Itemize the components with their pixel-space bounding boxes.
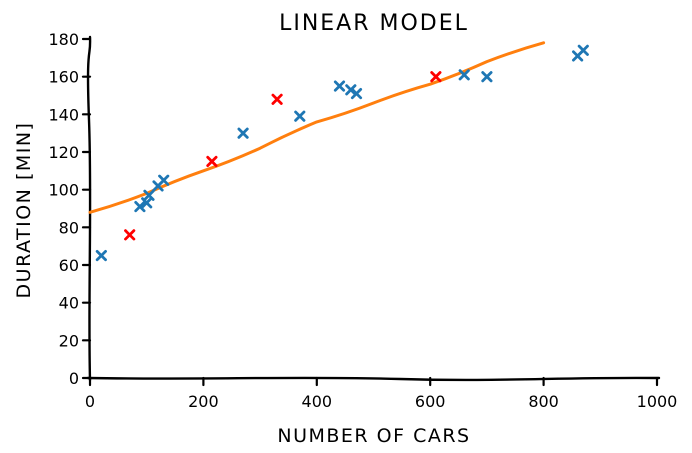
x-axis-title: NUMBER OF CARS xyxy=(277,425,470,447)
data-point xyxy=(430,71,442,83)
axes: 0 20 40 60 80 100 120 140 160 180 0 200 400 600 800 100… xyxy=(48,30,677,411)
y-tick-label: 20 xyxy=(59,331,79,350)
data-point xyxy=(333,80,346,92)
x-tick-label: 1000 xyxy=(637,392,678,411)
x-tick-label: 800 xyxy=(528,392,559,411)
y-tick-label: 120 xyxy=(48,143,79,162)
x-tick-label: 400 xyxy=(302,392,333,411)
data-point xyxy=(577,44,589,56)
x-tick-label: 600 xyxy=(415,392,446,411)
y-tick-label: 60 xyxy=(59,256,79,275)
x-tick-label: 0 xyxy=(85,392,95,411)
points-layer xyxy=(95,44,589,262)
data-point xyxy=(134,201,146,213)
y-tick-label: 40 xyxy=(59,294,79,313)
fit-line-layer xyxy=(88,41,546,214)
y-axis-title: DURATION [MIN] xyxy=(13,122,35,299)
y-tick-label: 100 xyxy=(48,181,79,200)
data-point xyxy=(350,88,363,100)
y-tick-label: 80 xyxy=(59,218,79,237)
data-point xyxy=(124,229,136,241)
x-tick-label: 200 xyxy=(188,392,219,411)
data-point xyxy=(481,71,493,83)
y-tick-label: 180 xyxy=(48,30,79,49)
chart-title: LINEAR MODEL xyxy=(279,11,469,36)
data-point xyxy=(271,93,283,105)
data-point xyxy=(237,127,249,139)
data-point xyxy=(158,174,170,186)
data-point xyxy=(458,69,470,81)
fit-line xyxy=(88,41,546,214)
data-point xyxy=(294,110,306,122)
data-point xyxy=(206,155,218,168)
y-tick-label: 160 xyxy=(48,68,79,87)
y-tick-label: 140 xyxy=(48,105,79,124)
y-tick-label: 0 xyxy=(69,369,79,388)
data-point xyxy=(95,249,107,262)
y-axis-line xyxy=(86,35,92,382)
x-axis-line xyxy=(86,376,661,382)
data-point xyxy=(143,189,155,201)
